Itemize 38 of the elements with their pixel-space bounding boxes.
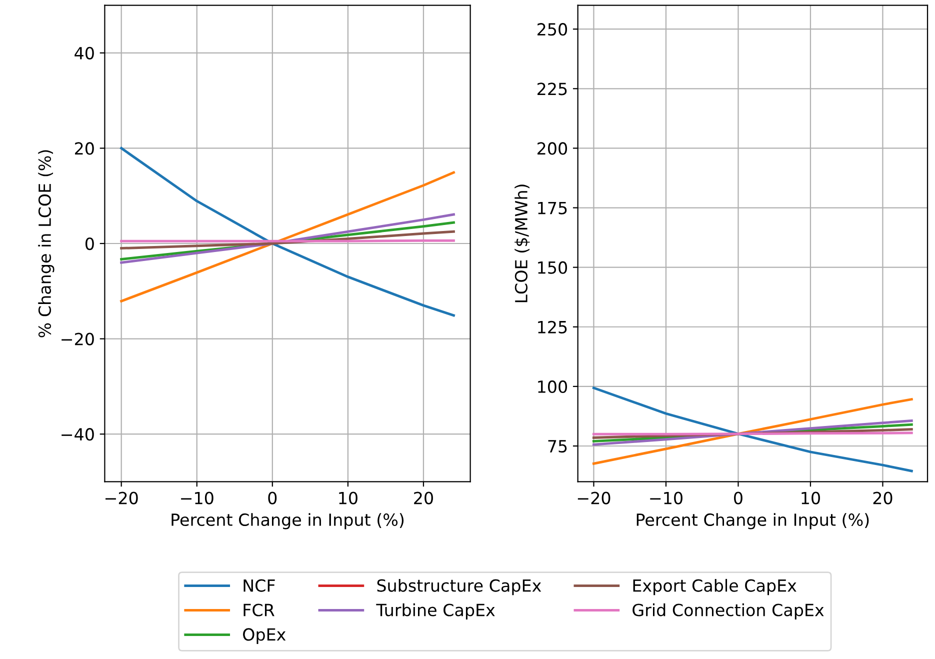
y-axis-title: % Change in LCOE (%) — [38, 150, 54, 338]
line-series — [120, 171, 455, 302]
x-tick-label: −20 — [106, 492, 138, 504]
y-tick-label: −40 — [62, 428, 94, 441]
x-axis-title: Percent Change in Input (%) — [172, 513, 404, 530]
line-series — [592, 386, 913, 472]
y-tick-label: 75 — [548, 440, 567, 453]
y-tick-label: 175 — [538, 202, 567, 214]
x-tick-label: −20 — [578, 492, 610, 504]
line-series — [120, 146, 455, 317]
legend-label: Grid Connection CapEx — [632, 603, 824, 620]
y-tick-label: 100 — [538, 380, 567, 394]
line-series — [592, 398, 913, 465]
y-tick-label: 225 — [538, 82, 567, 96]
y-tick-label: −20 — [62, 332, 94, 346]
x-tick-label: −10 — [650, 492, 682, 504]
x-tick-label: 20 — [873, 492, 892, 504]
y-tick-label: 40 — [74, 46, 94, 60]
legend-label: Turbine CapEx — [376, 603, 495, 620]
x-axis-title: Percent Change in Input (%) — [636, 513, 869, 530]
y-tick-label: 200 — [538, 142, 567, 155]
y-tick-label: 0 — [85, 237, 94, 250]
x-tick-label: 20 — [414, 492, 433, 504]
y-tick-label: 20 — [75, 142, 94, 155]
legend-label: Export Cable CapEx — [633, 578, 796, 596]
legend-label: Substructure CapEx — [377, 578, 542, 596]
x-tick-label: 0 — [734, 492, 742, 504]
x-tick-label: 0 — [268, 492, 277, 504]
y-axis-title: LCOE ($/MWh) — [514, 184, 530, 302]
x-tick-label: −10 — [181, 492, 214, 504]
x-tick-label: 10 — [802, 492, 820, 504]
legend-label: NCF — [244, 579, 275, 592]
y-tick-label: 125 — [538, 320, 567, 334]
x-tick-label: 10 — [339, 492, 358, 504]
y-tick-label: 150 — [538, 261, 567, 274]
legend-label: FCR — [244, 604, 274, 616]
y-tick-label: 250 — [538, 23, 567, 36]
legend-label: OpEx — [243, 628, 286, 644]
